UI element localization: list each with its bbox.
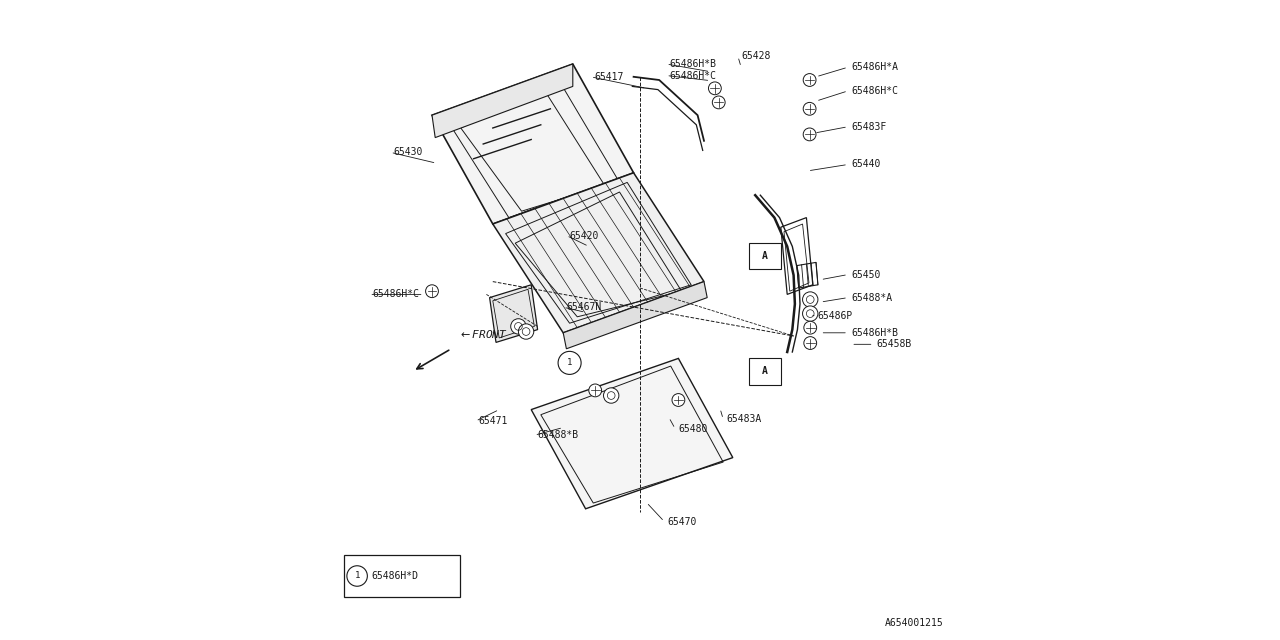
Text: 65486H*A: 65486H*A [851,62,899,72]
Text: A: A [762,251,768,261]
Text: 1: 1 [567,358,572,367]
Polygon shape [433,64,573,138]
Circle shape [672,394,685,406]
Text: 1: 1 [355,572,360,580]
Text: 65470: 65470 [668,516,696,527]
Text: 65486H*B: 65486H*B [851,328,899,338]
Circle shape [709,82,722,95]
Polygon shape [490,285,538,342]
Text: 65430: 65430 [394,147,422,157]
Circle shape [589,384,602,397]
Text: 65417: 65417 [594,72,623,82]
Text: A: A [762,366,768,376]
Text: $\leftarrow$FRONT: $\leftarrow$FRONT [458,328,507,340]
Text: 65486P: 65486P [818,310,852,321]
Circle shape [804,128,817,141]
Circle shape [804,337,817,349]
Circle shape [804,321,817,334]
Text: 65488*B: 65488*B [538,430,579,440]
Polygon shape [433,64,634,224]
Text: 65486H*C: 65486H*C [669,70,717,81]
Text: 65486H*D: 65486H*D [371,571,419,581]
Circle shape [604,388,620,403]
Polygon shape [531,358,732,509]
Text: A654001215: A654001215 [886,618,945,628]
Text: 65486H*C: 65486H*C [851,86,899,96]
Text: 65440: 65440 [851,159,881,170]
Circle shape [518,324,534,339]
Circle shape [713,96,724,109]
Circle shape [804,102,817,115]
Text: 65467N: 65467N [566,302,602,312]
Text: 65483A: 65483A [727,414,762,424]
Polygon shape [493,173,704,333]
Text: 65486H*C: 65486H*C [372,289,420,300]
Text: 65458B: 65458B [877,339,913,349]
Circle shape [804,74,817,86]
Text: 65488*A: 65488*A [851,292,892,303]
Text: 65480: 65480 [678,424,708,434]
Circle shape [511,319,526,334]
Text: 65450: 65450 [851,269,881,280]
Circle shape [425,285,438,298]
Text: 65471: 65471 [479,416,508,426]
Text: 65483F: 65483F [851,122,887,132]
Polygon shape [563,282,708,349]
Circle shape [803,292,818,307]
Text: 65420: 65420 [570,230,599,241]
Circle shape [803,306,818,321]
Text: 65486H*B: 65486H*B [669,59,717,69]
Text: 65428: 65428 [741,51,771,61]
